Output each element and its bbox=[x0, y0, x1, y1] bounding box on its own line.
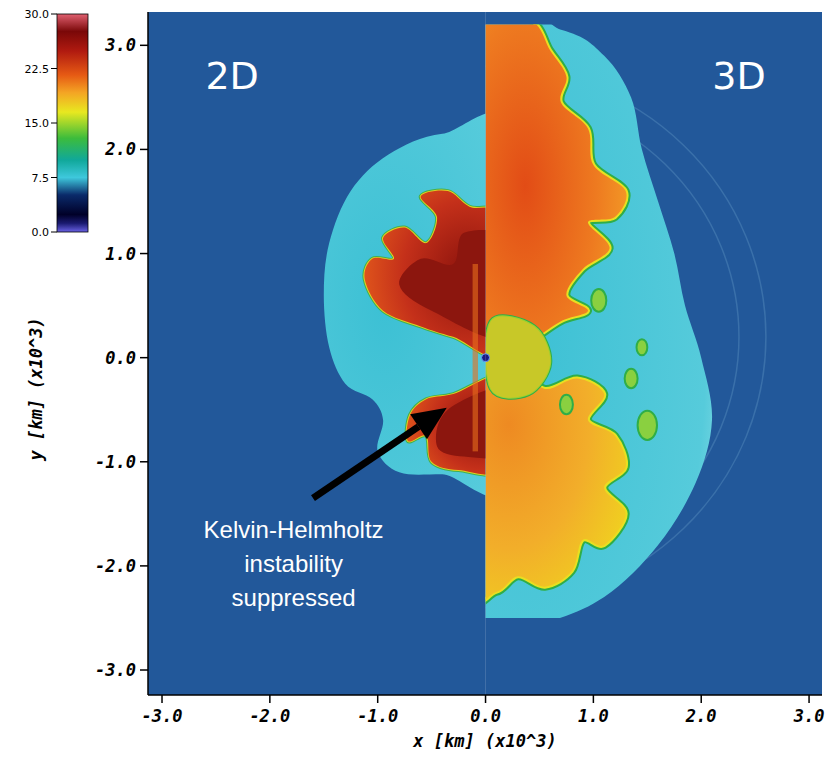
plume-3d-core-edge bbox=[486, 316, 550, 397]
y-tick-label: -1.0 bbox=[95, 452, 136, 472]
annotation-arrow bbox=[313, 427, 419, 499]
colorbar-tick bbox=[51, 123, 57, 124]
colorbar-tick bbox=[51, 68, 57, 69]
colorbar-tick-label: 0.0 bbox=[32, 226, 50, 239]
x-tick bbox=[700, 695, 702, 703]
y-axis-line bbox=[147, 12, 149, 695]
y-tick-label: -2.0 bbox=[95, 556, 136, 576]
annotation-arrowhead bbox=[410, 408, 447, 439]
shell-3d bbox=[486, 24, 713, 617]
y-tick bbox=[140, 565, 148, 567]
jet-streak bbox=[473, 264, 478, 451]
x-tick bbox=[161, 695, 163, 703]
x-tick bbox=[377, 695, 379, 703]
panel-label: 3D bbox=[712, 54, 765, 98]
x-tick-label: 1.0 bbox=[578, 706, 609, 726]
x-tick bbox=[808, 695, 810, 703]
x-axis-title: x [km] (x10^3) bbox=[412, 731, 556, 751]
clump-3d bbox=[560, 395, 573, 414]
y-tick-label: 1.0 bbox=[105, 244, 136, 264]
y-tick bbox=[140, 357, 148, 359]
annotation-line: instability bbox=[244, 550, 343, 577]
annotation-line: suppressed bbox=[232, 584, 356, 611]
annotation-line: Kelvin-Helmholtz bbox=[204, 516, 384, 543]
y-tick-label: 0.0 bbox=[105, 348, 136, 368]
panel-3d bbox=[486, 24, 766, 617]
colorbar-tick-label: 30.0 bbox=[25, 8, 50, 21]
x-tick-label: -2.0 bbox=[249, 706, 290, 726]
plot-area bbox=[205, 12, 766, 695]
y-axis-title: y [km] (x10^3) bbox=[26, 317, 46, 461]
plume-2d-bottom-core bbox=[436, 387, 486, 458]
colorbar-tick-label: 15.0 bbox=[25, 117, 50, 130]
annotation: Kelvin-Helmholtz instability suppressed bbox=[204, 516, 384, 611]
x-tick-label: 0.0 bbox=[470, 706, 501, 726]
y-tick bbox=[140, 253, 148, 255]
figure: -3.0 -2.0 -1.0 0.0 1.0 2.0 3.0 3.0 2.0 1.0 0.0 -1.0… bbox=[0, 0, 826, 757]
colorbar-tick bbox=[51, 177, 57, 178]
x-tick bbox=[593, 695, 595, 703]
y-tick-label: 3.0 bbox=[104, 35, 136, 55]
clump-3d bbox=[591, 289, 606, 312]
plume-3d-core bbox=[486, 316, 550, 397]
x-tick-label: 3.0 bbox=[793, 706, 825, 726]
x-tick bbox=[269, 695, 271, 703]
plot-background bbox=[148, 12, 822, 695]
y-tick bbox=[140, 461, 148, 463]
y-tick-label: 2.0 bbox=[104, 139, 136, 159]
x-tick-label: -1.0 bbox=[357, 706, 398, 726]
plume-2d-top-core bbox=[399, 230, 485, 339]
plume-3d-core-edge bbox=[486, 316, 550, 397]
x-tick-label: 2.0 bbox=[685, 706, 717, 726]
colorbar bbox=[57, 14, 88, 232]
colorbar-tick-label: 7.5 bbox=[32, 172, 50, 185]
clump-3d bbox=[638, 411, 657, 440]
clump-3d bbox=[625, 369, 638, 388]
y-tick bbox=[140, 45, 148, 47]
y-tick bbox=[140, 149, 148, 151]
x-tick-label: -3.0 bbox=[142, 706, 183, 726]
y-tick bbox=[140, 669, 148, 671]
colorbar-tick bbox=[51, 232, 57, 233]
x-tick bbox=[485, 695, 487, 703]
colorbar-tick bbox=[51, 14, 57, 15]
panel-divider bbox=[485, 12, 486, 695]
y-tick-label: -3.0 bbox=[95, 660, 136, 680]
panel-label: 2D bbox=[205, 54, 258, 98]
clump-3d bbox=[637, 339, 648, 355]
colorbar-tick-label: 22.5 bbox=[25, 63, 50, 76]
